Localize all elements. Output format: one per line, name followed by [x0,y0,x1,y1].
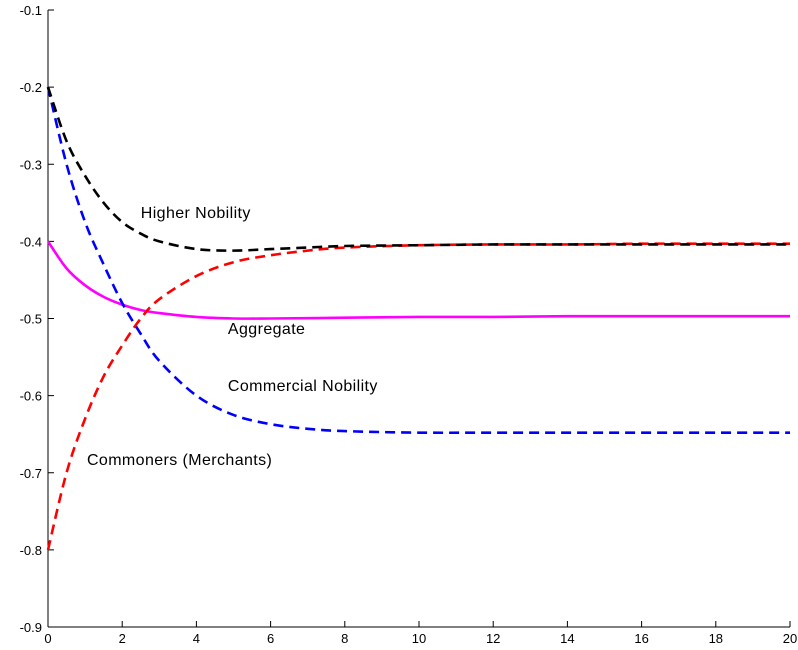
x-tick-label: 12 [486,631,500,646]
x-tick-label: 0 [44,631,51,646]
x-tick-label: 14 [560,631,574,646]
y-tick-label: -0.2 [20,80,42,95]
y-tick-label: -0.3 [20,157,42,172]
y-tick-label: -0.7 [20,466,42,481]
series-line-aggregate [46,240,790,320]
x-tick-label: 6 [267,631,274,646]
x-tick-label: 16 [634,631,648,646]
chart-series [46,86,790,551]
y-tick-label: -0.1 [20,3,42,18]
x-tick-label: 8 [341,631,348,646]
annotation-higher-nobility: Higher Nobility [141,205,251,222]
annotation-aggregate: Aggregate [228,321,305,338]
x-tick-label: 4 [193,631,200,646]
y-tick-label: -0.5 [20,312,42,327]
annotation-commercial-nobility: Commercial Nobility [228,378,378,395]
x-tick-label: 20 [783,631,797,646]
x-tick-label: 18 [709,631,723,646]
chart-axes: 0 2 4 6 8 10 12 14 16 18 20 -0.1 -0.2 -0.3 -0.4 -0.5 -0.… [20,3,798,646]
series-line-higher-nobility [46,86,790,252]
y-tick-label: -0.4 [20,234,42,249]
x-tick-label: 2 [119,631,126,646]
y-tick-label: -0.8 [20,543,42,558]
series-line-commoners-merchants [46,242,790,551]
chart-annotations: Higher Nobility Aggregate Commercial Nobil… [87,205,378,469]
x-tick-label: 10 [412,631,426,646]
y-tick-label: -0.9 [20,620,42,635]
series-line-commercial-nobility [46,86,790,435]
y-tick-label: -0.6 [20,389,42,404]
annotation-commoners-merchants: Commoners (Merchants) [87,452,272,469]
